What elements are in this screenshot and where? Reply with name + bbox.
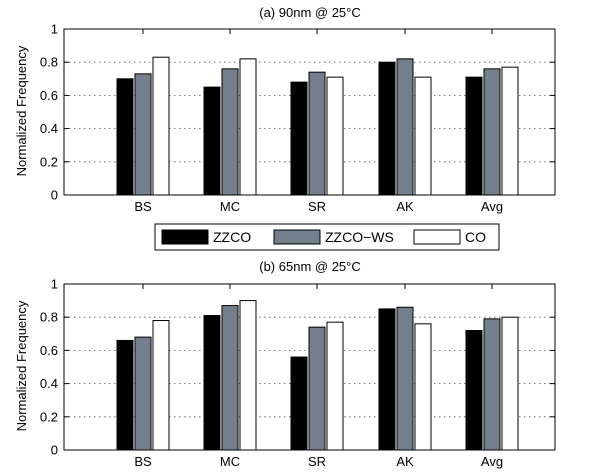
y-tick-label: 0.2 [40,154,58,169]
y-tick-label: 0.6 [40,343,58,358]
x-tick-labels: BS MC SR AK Avg [134,454,503,469]
bar-co-bs [152,56,170,196]
bar-zzco-ws-avg [483,318,501,451]
bar-co-ak [414,323,432,451]
bar-zzco-ws-bs [134,336,152,451]
chart-title: (b) 65nm @ 25°C [259,259,361,274]
x-tick-label: SR [308,199,326,214]
bar-co-bs [152,320,170,451]
bar-zzco-bs [116,339,134,451]
bar-zzco-ws-sr [308,71,326,196]
chart-panel-90nm: (a) 90nm @ 25°C Normalized Frequency 0 0.… [14,5,556,214]
legend-swatch-zzco-ws [273,229,321,245]
legend-label-zzco-ws: ZZCO−WS [325,229,394,245]
bar-zzco-sr [290,81,308,196]
y-tick-label: 0.6 [40,88,58,103]
x-tick-label: BS [134,199,152,214]
chart-title: (a) 90nm @ 25°C [259,5,361,20]
bar-zzco-ak [378,308,396,451]
bar-zzco-ak [378,61,396,196]
legend-label-co: CO [465,229,486,245]
y-tick-label: 0 [51,188,58,203]
legend-swatch-co [413,229,461,245]
y-tick-label: 0 [51,443,58,458]
bar-co-sr [326,321,344,451]
bar-zzco-ws-ak [396,58,414,196]
x-tick-label: BS [134,454,152,469]
y-tick-labels: 0 0.2 0.4 0.6 0.8 1 [40,277,58,458]
plot-area-frame [63,28,556,196]
y-tick-labels: 0 0.2 0.4 0.6 0.8 1 [40,22,58,203]
bar-zzco-ws-mc [221,305,239,451]
x-tick-label: Avg [481,199,503,214]
y-tick-label: 1 [51,22,58,37]
bar-zzco-ws-ak [396,306,414,451]
bar-co-sr [326,76,344,196]
bar-zzco-mc [203,86,221,196]
y-tick-label: 0.8 [40,310,58,325]
y-axis-label: Normalized Frequency [14,45,29,176]
plot-area-frame [63,283,556,451]
bar-zzco-avg [465,329,483,451]
x-tick-label: AK [396,199,414,214]
y-tick-label: 0.4 [40,376,58,391]
bar-zzco-bs [116,78,134,196]
legend-label-zzco: ZZCO [213,229,251,245]
bar-zzco-ws-mc [221,68,239,196]
bar-zzco-avg [465,76,483,196]
bar-zzco-sr [290,356,308,451]
bar-zzco-mc [203,315,221,451]
bar-co-mc [239,58,257,196]
x-tick-label: SR [308,454,326,469]
x-tick-label: MC [220,454,240,469]
legend: ZZCO ZZCO−WS CO [154,223,500,251]
bar-co-mc [239,300,257,451]
x-tick-label: MC [220,199,240,214]
x-tick-label: Avg [481,454,503,469]
x-tick-label: AK [396,454,414,469]
y-axis-label: Normalized Frequency [14,300,29,431]
bar-zzco-ws-bs [134,73,152,196]
bar-zzco-ws-avg [483,68,501,196]
chart-panel-65nm: (b) 65nm @ 25°C Normalized Frequency 0 0.… [14,259,556,469]
y-tick-label: 0.2 [40,409,58,424]
bars [116,300,519,451]
legend-swatch-zzco [161,229,209,245]
bar-co-avg [501,66,519,196]
bars [116,56,519,196]
bar-co-avg [501,316,519,451]
bar-zzco-ws-sr [308,326,326,451]
y-tick-label: 0.4 [40,121,58,136]
y-tick-label: 1 [51,277,58,292]
bar-co-ak [414,76,432,196]
x-tick-labels: BS MC SR AK Avg [134,199,503,214]
y-tick-label: 0.8 [40,55,58,70]
